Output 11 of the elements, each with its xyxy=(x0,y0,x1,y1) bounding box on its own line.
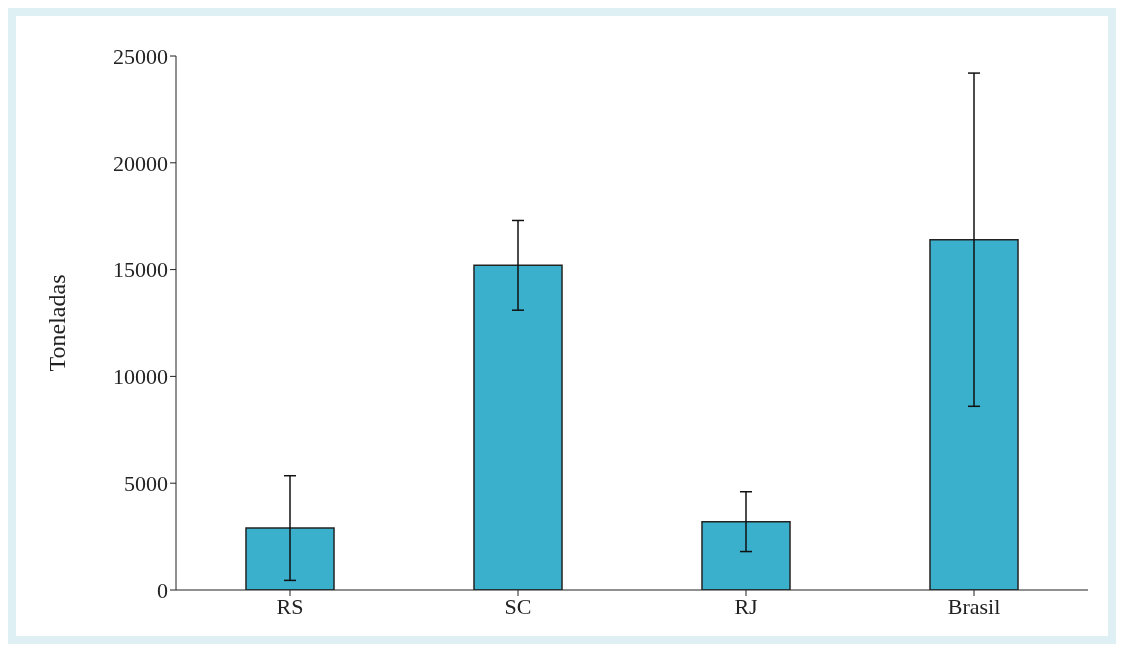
x-tick-label: RS xyxy=(276,593,304,619)
x-tick-label: RJ xyxy=(734,593,759,619)
x-tick-label: Brasil xyxy=(947,593,1001,619)
y-tick-label: 5000 xyxy=(124,471,168,497)
y-axis-title: Toneladas xyxy=(43,274,70,372)
y-tick-label: 10000 xyxy=(113,364,168,390)
x-tick-label: SC xyxy=(504,593,532,619)
y-tick-label: 20000 xyxy=(113,150,168,176)
y-tick-label: 25000 xyxy=(113,43,168,69)
y-tick-label: 15000 xyxy=(113,257,168,283)
y-tick-label: 0 xyxy=(157,577,168,603)
